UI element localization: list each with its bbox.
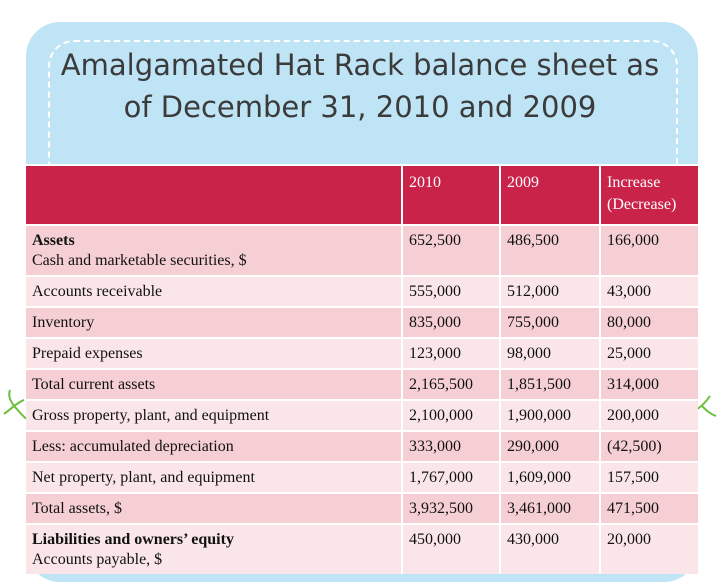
row-label-cell: Prepaid expenses (26, 337, 402, 369)
row-label-cell: Assets Cash and marketable securities, $ (26, 224, 402, 276)
table-row: Less: accumulated depreciation 333,000 290… (26, 430, 698, 462)
value-2010: 2,100,000 (401, 399, 500, 431)
row-label: Net property, plant, and equipment (32, 469, 255, 486)
value-2010: 123,000 (401, 337, 500, 369)
row-label: Gross property, plant, and equipment (32, 407, 270, 424)
value-change: 471,500 (599, 492, 698, 524)
value-2010: 2,165,500 (401, 368, 500, 400)
title-line-1: Amalgamated Hat Rack balance sheet as (60, 48, 660, 82)
table-row: Total current assets 2,165,500 1,851,500 31… (26, 368, 698, 400)
row-label-cell: Total assets, $ (26, 492, 402, 524)
value-2009: 512,000 (499, 275, 600, 307)
row-label: Total assets, $ (32, 500, 122, 517)
table-row: Accounts receivable 555,000 512,000 43,000 (26, 275, 698, 307)
row-label: Less: accumulated depreciation (32, 438, 234, 455)
table-row: Gross property, plant, and equipment 2,10… (26, 399, 698, 431)
value-2009: 290,000 (499, 430, 600, 462)
row-label: Accounts receivable (32, 283, 163, 300)
value-2009: 98,000 (499, 337, 600, 369)
value-change: 43,000 (599, 275, 698, 307)
value-change: 20,000 (599, 523, 698, 574)
value-change: 166,000 (599, 224, 698, 276)
row-label-cell: Accounts receivable (26, 275, 402, 307)
row-label-cell: Less: accumulated depreciation (26, 430, 402, 462)
table-row: Inventory 835,000 755,000 80,000 (26, 306, 698, 338)
value-change: 25,000 (599, 337, 698, 369)
value-change: 80,000 (599, 306, 698, 338)
value-2009: 1,609,000 (499, 461, 600, 493)
title-line-2: of December 31, 2010 and 2009 (123, 90, 597, 124)
table-row: Assets Cash and marketable securities, $ 6… (26, 224, 698, 276)
table-row: Total assets, $ 3,932,500 3,461,000 471,500 (26, 492, 698, 524)
value-2009: 430,000 (499, 523, 600, 574)
value-2010: 1,767,000 (401, 461, 500, 493)
value-2009: 486,500 (499, 224, 600, 276)
row-label-cell: Inventory (26, 306, 402, 338)
value-change: 157,500 (599, 461, 698, 493)
value-2010: 450,000 (401, 523, 500, 574)
header-2010: 2010 (401, 164, 500, 225)
row-label: Cash and marketable securities, $ (32, 252, 247, 269)
table-row: Liabilities and owners’ equity Accounts p… (26, 523, 698, 574)
value-2010: 835,000 (401, 306, 500, 338)
row-label-cell: Gross property, plant, and equipment (26, 399, 402, 431)
value-2010: 555,000 (401, 275, 500, 307)
row-label: Inventory (32, 314, 95, 331)
table-row: Prepaid expenses 123,000 98,000 25,000 (26, 337, 698, 369)
slide-title: Amalgamated Hat Rack balance sheet as of… (40, 44, 680, 128)
value-2009: 1,900,000 (499, 399, 600, 431)
row-label: Accounts payable, $ (32, 551, 163, 568)
row-label-cell: Net property, plant, and equipment (26, 461, 402, 493)
section-heading: Liabilities and owners’ equity (32, 531, 234, 548)
header-change: Increase (Decrease) (599, 164, 698, 225)
value-2010: 3,932,500 (401, 492, 500, 524)
value-change: 314,000 (599, 368, 698, 400)
value-change: (42,500) (599, 430, 698, 462)
value-2010: 333,000 (401, 430, 500, 462)
value-2009: 755,000 (499, 306, 600, 338)
header-label (26, 164, 402, 225)
header-2009: 2009 (499, 164, 600, 225)
section-heading: Assets (32, 232, 75, 249)
row-label-cell: Total current assets (26, 368, 402, 400)
row-label: Prepaid expenses (32, 345, 143, 362)
table-row: Net property, plant, and equipment 1,767,… (26, 461, 698, 493)
value-2009: 1,851,500 (499, 368, 600, 400)
row-label-cell: Liabilities and owners’ equity Accounts p… (26, 523, 402, 574)
balance-sheet-table: 2010 2009 Increase (Decrease) Assets Cash… (26, 164, 698, 574)
value-change: 200,000 (599, 399, 698, 431)
value-2009: 3,461,000 (499, 492, 600, 524)
table-header-row: 2010 2009 Increase (Decrease) (26, 164, 698, 225)
value-2010: 652,500 (401, 224, 500, 276)
row-label: Total current assets (32, 376, 156, 393)
